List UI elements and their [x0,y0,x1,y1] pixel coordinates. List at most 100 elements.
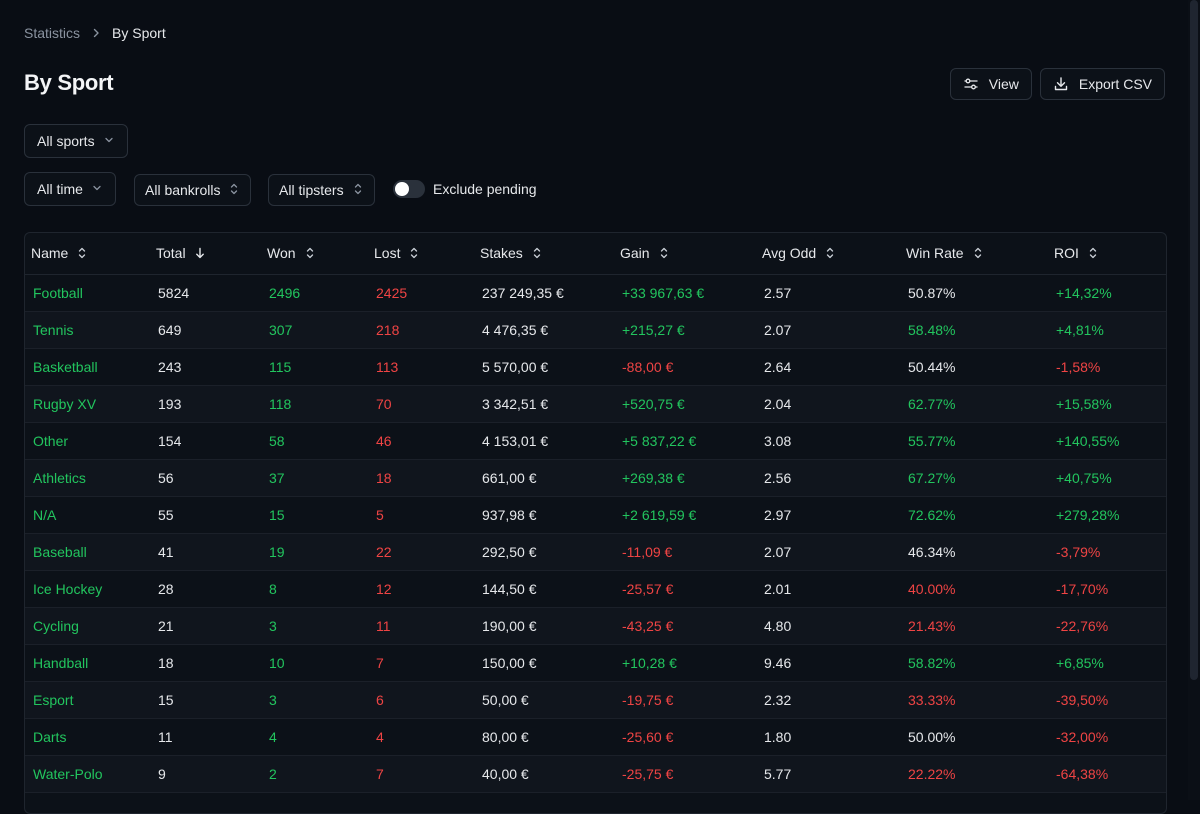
table-row[interactable]: Water-Polo 9 2 7 40,00 € -25,75 €5.77 22.22% -6… [25,755,1166,793]
cell-gain: +2 619,59 € [614,496,756,534]
cell-roi: +140,55% [1048,422,1166,460]
sports-select[interactable]: All sports [24,124,128,158]
cell-name[interactable]: Tennis [25,311,150,349]
cell-win-rate: 33.33% [900,681,1048,719]
tipsters-select[interactable]: All tipsters [268,174,375,206]
table-row[interactable]: Athletics 56 37 18 661,00 € +269,38 €2.56 67.2… [25,459,1166,497]
column-header-gain[interactable]: Gain [614,233,756,275]
cell-total: 649 [150,311,261,349]
cell-lost: 70 [368,385,474,423]
cell-name[interactable]: Football [25,274,150,312]
cell-lost: 113 [368,348,474,386]
table-row[interactable]: Baseball 41 19 22 292,50 € -11,09 €2.07 46.34%… [25,533,1166,571]
column-header-content: Name [31,245,150,261]
cell-name[interactable]: Handball [25,644,150,682]
cell-roi: +279,28% [1048,496,1166,534]
cell-win-rate: 58.82% [900,644,1048,682]
cell-name[interactable]: Baseball [25,533,150,571]
exclude-pending-toggle[interactable] [393,180,425,198]
table-row[interactable]: Other 154 58 46 4 153,01 € +5 837,22 €3.08 55.… [25,422,1166,460]
breadcrumb-link-statistics[interactable]: Statistics [24,25,81,41]
column-header-avg-odd[interactable]: Avg Odd [756,233,900,275]
column-header-content: Gain [620,245,756,261]
cell-name[interactable]: N/A [25,496,150,534]
cell-avg-odd: 2.57 [756,274,900,312]
table-row[interactable]: Rugby XV 193 118 70 3 342,51 € +520,75 €2.04 6… [25,385,1166,423]
scrollbar-track[interactable] [1188,0,1200,800]
cell-name[interactable]: Water-Polo [25,755,150,793]
cell-name[interactable]: Athletics [25,459,150,497]
chevrons-up-down-icon [228,182,240,199]
table-row[interactable]: Basketball 243 115 113 5 570,00 € -88,00 €2.6… [25,348,1166,386]
table-row[interactable]: N/A 55 15 5 937,98 € +2 619,59 €2.97 72.62% +27… [25,496,1166,534]
cell-total: 15 [150,681,261,719]
cell-win-rate: 72.62% [900,496,1048,534]
cell-lost: 218 [368,311,474,349]
cell-name[interactable]: Darts [25,718,150,756]
column-header-content: Avg Odd [762,245,900,261]
cell-lost: 4 [368,718,474,756]
cell-avg-odd: 1.80 [756,718,900,756]
cell-lost: 46 [368,422,474,460]
chevrons-up-down-icon[interactable] [304,246,316,260]
chevrons-up-down-icon[interactable] [972,246,984,260]
cell-won: 2 [261,755,368,793]
cell-total: 154 [150,422,261,460]
table-row[interactable]: Football 5824 2496 2425 237 249,35 € +33 967,… [25,274,1166,312]
table-row[interactable]: Esport 15 3 6 50,00 € -19,75 €2.32 33.33% -39,5… [25,681,1166,719]
view-button[interactable]: View [949,68,1032,100]
cell-gain: +520,75 € [614,385,756,423]
cell-name[interactable]: Cycling [25,607,150,645]
cell-total: 9 [150,755,261,793]
cell-name[interactable]: Basketball [25,348,150,386]
cell-stakes: 3 342,51 € [474,385,614,423]
column-header-won[interactable]: Won [261,233,368,275]
arrow-down-icon[interactable] [194,246,206,260]
chevrons-up-down-icon[interactable] [408,246,420,260]
exclude-pending-label[interactable]: Exclude pending [433,181,537,197]
chevrons-up-down-icon[interactable] [531,246,543,260]
table-row[interactable]: Cycling 21 3 11 190,00 € -43,25 €4.80 21.43% -2… [25,607,1166,645]
cell-total: 243 [150,348,261,386]
column-header-win-rate[interactable]: Win Rate [900,233,1048,275]
chevrons-up-down-icon[interactable] [658,246,670,260]
cell-win-rate: 58.48% [900,311,1048,349]
cell-win-rate: 62.77% [900,385,1048,423]
cell-stakes: 4 153,01 € [474,422,614,460]
cell-win-rate: 21.43% [900,607,1048,645]
chevrons-up-down-icon[interactable] [76,246,88,260]
cell-total: 11 [150,718,261,756]
cell-lost: 5 [368,496,474,534]
column-header-name[interactable]: Name [25,233,150,275]
column-header-label: Avg Odd [762,245,817,262]
bankrolls-select[interactable]: All bankrolls [134,174,252,206]
column-header-label: Name [31,245,69,262]
column-header-content: Win Rate [906,245,1048,261]
cell-name[interactable]: Other [25,422,150,460]
scrollbar-thumb[interactable] [1190,0,1198,680]
cell-roi: -32,00% [1048,718,1166,756]
cell-roi: +15,58% [1048,385,1166,423]
table-row[interactable]: Darts 11 4 4 80,00 € -25,60 €1.80 50.00% -32,00… [25,718,1166,756]
table-row[interactable]: Handball 18 10 7 150,00 € +10,28 €9.46 58.82% +… [25,644,1166,682]
cell-stakes: 661,00 € [474,459,614,497]
cell-avg-odd: 2.04 [756,385,900,423]
chevrons-up-down-icon[interactable] [1087,246,1099,260]
column-header-stakes[interactable]: Stakes [474,233,614,275]
column-header-label: Won [267,245,296,262]
column-header-lost[interactable]: Lost [368,233,474,275]
cell-name[interactable]: Rugby XV [25,385,150,423]
cell-name[interactable]: Ice Hockey [25,570,150,608]
time-select[interactable]: All time [24,172,116,206]
table-row[interactable]: Tennis 649 307 218 4 476,35 € +215,27 €2.07 58… [25,311,1166,349]
cell-stakes: 237 249,35 € [474,274,614,312]
export-csv-button[interactable]: Export CSV [1039,68,1165,100]
cell-name[interactable]: Esport [25,681,150,719]
cell-won: 19 [261,533,368,571]
table-row[interactable]: Ice Hockey 28 8 12 144,50 € -25,57 €2.01 40.00… [25,570,1166,608]
column-header-roi[interactable]: ROI [1048,233,1166,275]
column-header-total[interactable]: Total [150,233,261,275]
chevrons-up-down-icon[interactable] [824,246,836,260]
exclude-pending-control: Exclude pending [393,180,537,198]
cell-lost: 11 [368,607,474,645]
